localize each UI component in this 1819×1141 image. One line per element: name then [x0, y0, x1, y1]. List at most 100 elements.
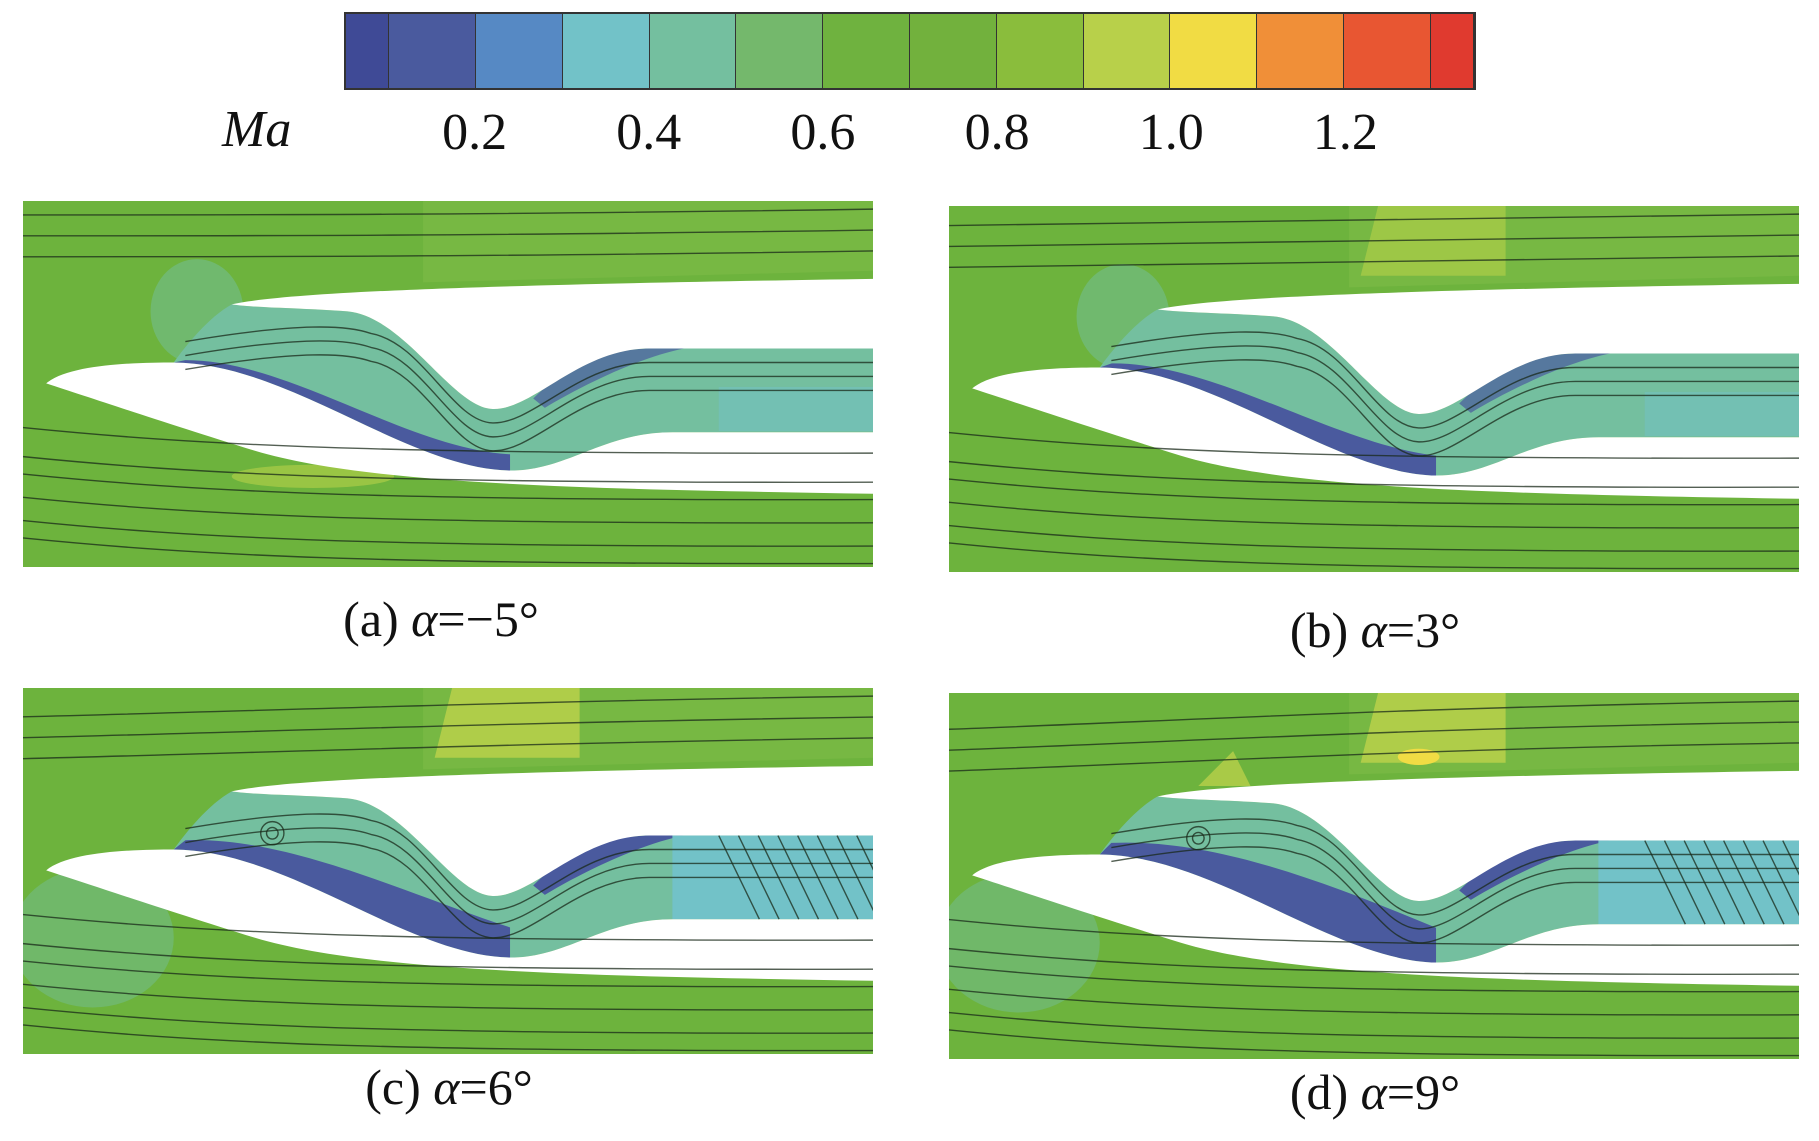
streamline	[1722, 840, 1765, 925]
streamline	[1111, 846, 1799, 944]
colorbar-swatch	[562, 14, 650, 88]
streamline	[23, 913, 873, 941]
streamline	[23, 737, 873, 760]
lower-blade	[46, 362, 873, 494]
contour-region	[23, 868, 174, 1008]
contour-panel-c	[23, 688, 873, 1054]
passage-flow	[173, 304, 873, 471]
streamline	[1111, 345, 1799, 443]
streamline	[185, 827, 873, 925]
lower-blade	[46, 849, 873, 981]
streamline	[949, 721, 1799, 751]
streamline	[185, 841, 873, 939]
streamline	[23, 426, 873, 454]
streamline	[1111, 818, 1799, 916]
streamline	[949, 478, 1799, 506]
contour-region	[423, 201, 873, 283]
streamline	[23, 695, 873, 718]
colorbar-swatch	[1083, 14, 1171, 88]
upper-blade	[231, 765, 873, 896]
streamline	[1683, 840, 1726, 925]
colorbar-swatch	[1257, 14, 1344, 88]
streamline	[23, 229, 873, 237]
streamline	[949, 234, 1799, 248]
colorbar-swatch	[909, 14, 997, 88]
separation-region	[1459, 353, 1610, 413]
streamline	[777, 835, 820, 920]
colorbar-variable-label: Ma	[222, 101, 292, 158]
colorbar-tick-label: 0.8	[964, 104, 1030, 161]
streamline	[856, 835, 873, 871]
streamline	[949, 918, 1799, 946]
streamline	[949, 460, 1799, 488]
colorbar-swatch	[996, 14, 1084, 88]
streamline	[23, 208, 873, 216]
outlet-region	[1644, 391, 1799, 437]
outlet-region	[718, 386, 873, 432]
streamline	[185, 813, 873, 911]
upper-blade	[1157, 770, 1799, 901]
streamline	[23, 1024, 873, 1052]
streamline	[949, 501, 1799, 529]
colorbar-tick-label: 1.0	[1138, 104, 1204, 161]
contour-region	[949, 873, 1100, 1013]
streamline	[1663, 840, 1706, 925]
streamline	[1111, 359, 1799, 457]
contour-region	[1198, 751, 1251, 786]
separation-region	[1459, 840, 1610, 900]
contour-panel-a	[23, 201, 873, 567]
streamline	[949, 1011, 1799, 1039]
streamline	[185, 354, 873, 452]
vortex-streamline	[260, 820, 285, 846]
colorbar-tick-label: 0.6	[790, 104, 856, 161]
streamline	[949, 1029, 1799, 1057]
streamline	[185, 326, 873, 424]
vortex-streamline	[265, 826, 279, 840]
streamline	[949, 431, 1799, 459]
vortex-streamline	[1186, 825, 1211, 851]
streamline	[1762, 840, 1799, 917]
streamline	[23, 250, 873, 258]
flow-field	[949, 206, 1799, 572]
colorbar-swatch	[476, 14, 563, 88]
colorbar-tick-label: 0.4	[616, 104, 682, 161]
separation-region	[1099, 363, 1437, 476]
colorbar-swatch	[1430, 14, 1474, 88]
streamline	[816, 835, 859, 920]
separation-region	[533, 835, 684, 895]
colorbar-tick-label: 1.2	[1312, 104, 1378, 161]
streamline	[737, 835, 780, 920]
caption-b: (b) α=3°	[1289, 602, 1461, 658]
streamline	[1644, 840, 1686, 925]
colorbar-swatch	[1170, 14, 1258, 88]
colorbar-swatch	[736, 14, 824, 88]
streamline	[1703, 840, 1746, 925]
streamline	[949, 542, 1799, 570]
streamline	[949, 965, 1799, 993]
streamline	[23, 983, 873, 1011]
streamline	[1742, 840, 1785, 925]
streamline	[949, 947, 1799, 975]
colorbar	[344, 12, 1476, 90]
streamline	[23, 519, 873, 547]
caption-a: (a) α=−5°	[343, 591, 539, 647]
contour-panel-d	[949, 693, 1799, 1059]
upper-blade	[1157, 283, 1799, 414]
lower-blade	[972, 854, 1799, 986]
colorbar-tick-label: 0.2	[442, 104, 508, 161]
vortex-streamline	[1191, 831, 1205, 845]
colorbar-swatch	[389, 14, 477, 88]
lower-blade	[972, 367, 1799, 499]
streamline	[23, 942, 873, 970]
caption-d: (d) α=9°	[1289, 1064, 1461, 1120]
streamline	[757, 835, 800, 920]
streamline	[949, 700, 1799, 730]
streamline	[185, 340, 873, 438]
contour-panel-b	[949, 206, 1799, 572]
colorbar-swatch	[649, 14, 737, 88]
upper-blade	[231, 278, 873, 409]
streamline	[23, 960, 873, 988]
streamline	[949, 255, 1799, 269]
passage-flow	[1099, 309, 1799, 476]
streamline	[23, 537, 873, 565]
